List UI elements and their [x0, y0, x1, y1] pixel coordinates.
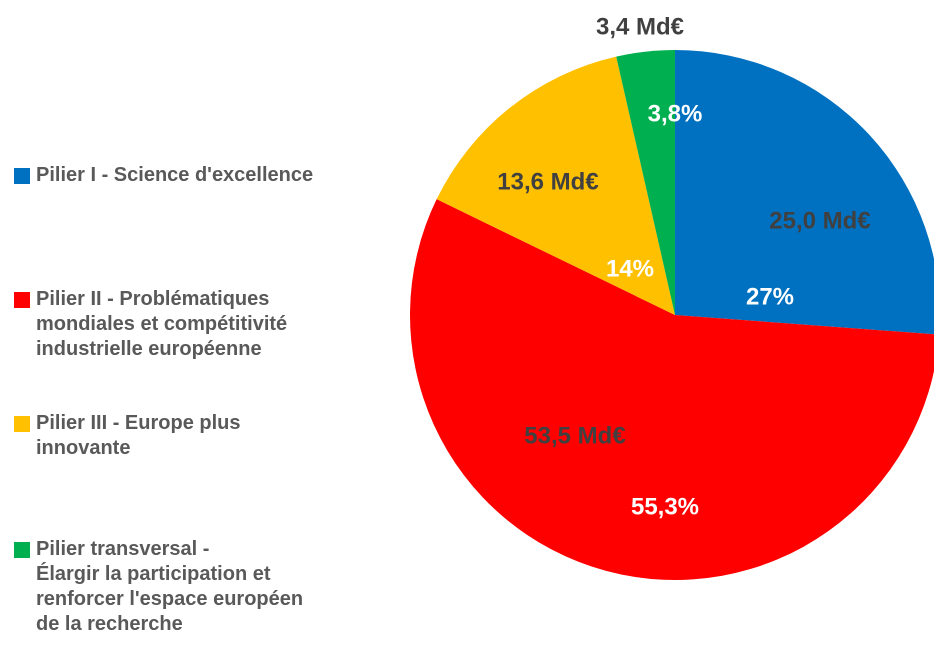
- legend-item: Pilier transversal - Élargir la particip…: [14, 537, 303, 637]
- value-label: 53,5 Md€: [524, 422, 625, 449]
- legend-item: Pilier II - Problématiques mondiales et …: [14, 287, 287, 362]
- pie-slice: [436, 56, 675, 315]
- legend-swatch: [14, 292, 30, 308]
- legend-item: Pilier III - Europe plus innovante: [14, 411, 240, 461]
- legend-item: Pilier I - Science d'excellence: [14, 163, 313, 188]
- legend-label: Pilier I - Science d'excellence: [36, 164, 314, 186]
- legend-swatch: [14, 542, 30, 558]
- percent-label: 55,3%: [631, 493, 699, 520]
- legend-label: Pilier transversal - Élargir la particip…: [36, 538, 304, 635]
- percent-label: 3,8%: [648, 100, 703, 127]
- legend-swatch: [14, 168, 30, 184]
- legend-label: Pilier II - Problématiques mondiales et …: [36, 288, 288, 360]
- value-label: 25,0 Md€: [769, 207, 870, 234]
- percent-label: 14%: [606, 255, 654, 282]
- pie-slice: [410, 199, 934, 580]
- legend-swatch: [14, 416, 30, 432]
- value-label: 3,4 Md€: [596, 13, 684, 40]
- legend-label: Pilier III - Europe plus innovante: [36, 412, 241, 459]
- value-label: 13,6 Md€: [497, 168, 598, 195]
- pie-slice: [675, 50, 934, 335]
- pie-slice: [616, 50, 675, 315]
- percent-label: 27%: [746, 283, 794, 310]
